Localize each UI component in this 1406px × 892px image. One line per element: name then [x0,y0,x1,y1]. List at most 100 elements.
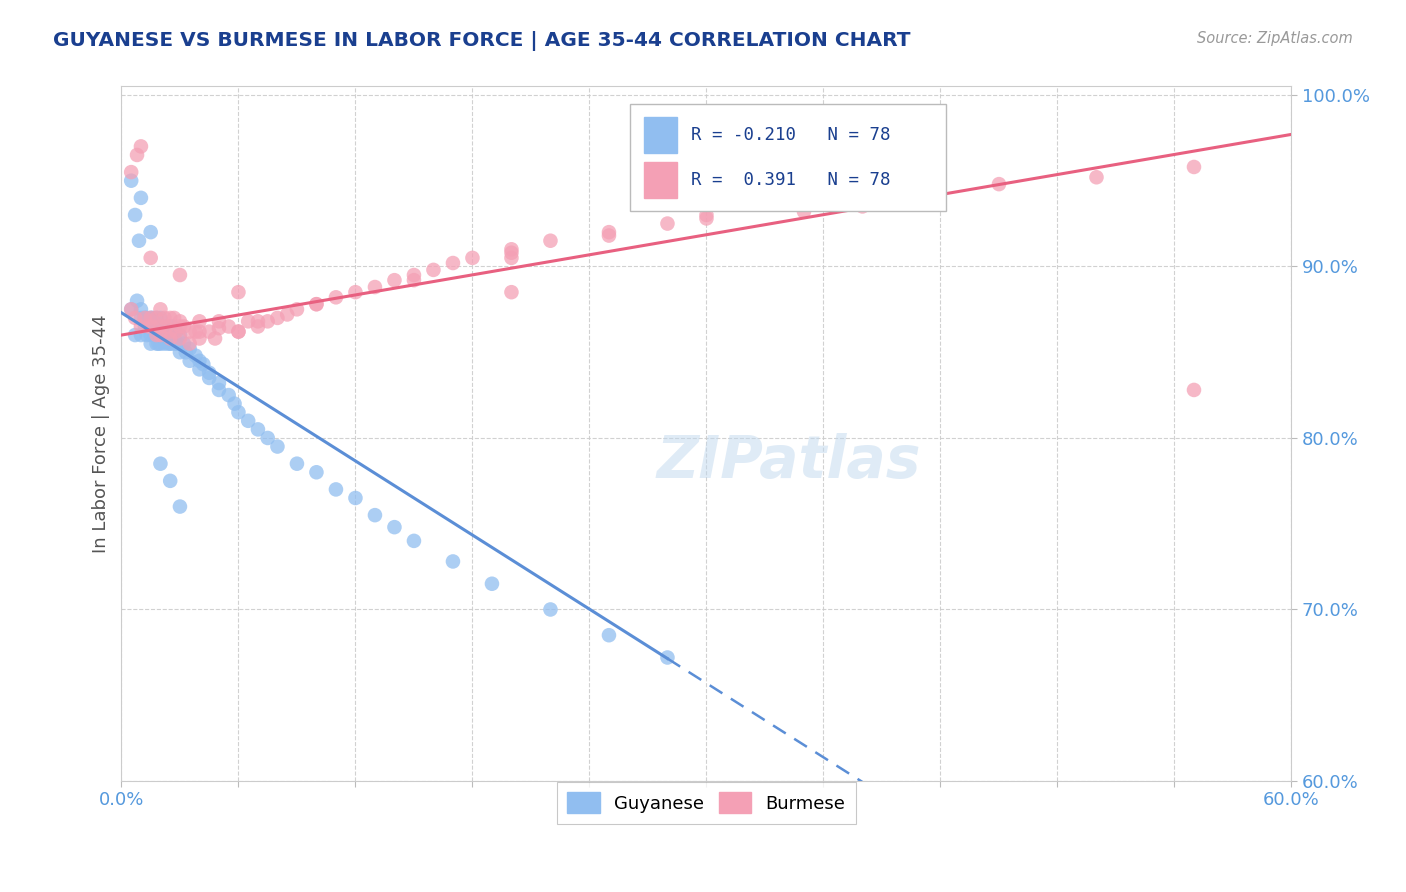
Point [402,268,425,282]
Point [256,314,278,328]
Point [266,440,288,454]
Point [149,319,172,334]
Point [153,319,176,334]
FancyBboxPatch shape [630,103,946,211]
Point [145,336,167,351]
Point [129,191,152,205]
Point [179,336,201,351]
Point [139,310,162,325]
Point [238,314,260,328]
Point [173,336,195,351]
Point [169,314,191,328]
Point [179,353,201,368]
Point [135,310,157,325]
Point [129,139,152,153]
Point [988,177,1011,191]
Point [169,331,191,345]
Point [344,285,367,300]
Point [208,376,231,390]
Point [150,328,173,343]
Point [165,325,187,339]
Point [224,397,246,411]
Point [157,336,180,351]
Point [501,251,523,265]
Y-axis label: In Labor Force | Age 35-44: In Labor Force | Age 35-44 [93,314,110,553]
Text: GUYANESE VS BURMESE IN LABOR FORCE | AGE 35-44 CORRELATION CHART: GUYANESE VS BURMESE IN LABOR FORCE | AGE… [53,31,911,51]
Point [285,302,308,317]
Point [173,319,195,334]
Point [124,310,146,325]
Point [179,342,201,356]
Point [501,242,523,256]
Text: Source: ZipAtlas.com: Source: ZipAtlas.com [1197,31,1353,46]
Point [305,297,328,311]
Point [124,208,146,222]
Point [793,194,815,209]
Point [441,554,464,568]
Point [120,165,142,179]
Point [218,319,240,334]
Point [188,325,211,339]
Point [124,328,146,343]
Point [184,349,207,363]
Point [208,383,231,397]
Point [540,234,562,248]
Point [145,319,167,334]
Point [120,174,142,188]
Point [657,650,679,665]
Point [128,234,150,248]
Point [657,217,679,231]
Legend: Guyanese, Burmese: Guyanese, Burmese [557,781,856,824]
Point [149,310,172,325]
Point [155,328,177,343]
Point [198,325,221,339]
Point [276,308,298,322]
Point [167,336,190,351]
Point [139,336,162,351]
Point [598,228,620,243]
Point [125,148,148,162]
Point [793,204,815,219]
Point [139,328,162,343]
Text: R = -0.210   N = 78: R = -0.210 N = 78 [692,126,891,144]
Point [179,325,201,339]
Point [142,319,165,334]
Point [165,325,187,339]
Point [325,483,347,497]
Point [890,187,912,202]
Point [402,273,425,287]
Point [159,336,181,351]
Point [208,314,231,328]
Point [155,319,177,334]
Point [134,310,156,325]
Point [169,328,191,343]
Point [238,414,260,428]
Point [139,310,162,325]
Point [198,371,221,385]
Point [228,285,250,300]
Point [145,328,167,343]
Point [169,345,191,359]
Point [174,345,197,359]
Point [159,310,181,325]
Point [422,263,444,277]
Point [159,325,181,339]
Point [163,310,186,325]
Point [266,310,288,325]
Point [169,500,191,514]
Point [305,297,328,311]
Point [1182,160,1205,174]
Point [364,280,387,294]
Point [598,628,620,642]
Point [305,465,328,479]
Point [218,388,240,402]
Text: R =  0.391   N = 78: R = 0.391 N = 78 [692,170,891,189]
Point [149,336,172,351]
Point [159,328,181,343]
Point [851,199,873,213]
Point [1182,383,1205,397]
Point [228,405,250,419]
Point [153,336,176,351]
Point [188,353,211,368]
Point [138,319,160,334]
